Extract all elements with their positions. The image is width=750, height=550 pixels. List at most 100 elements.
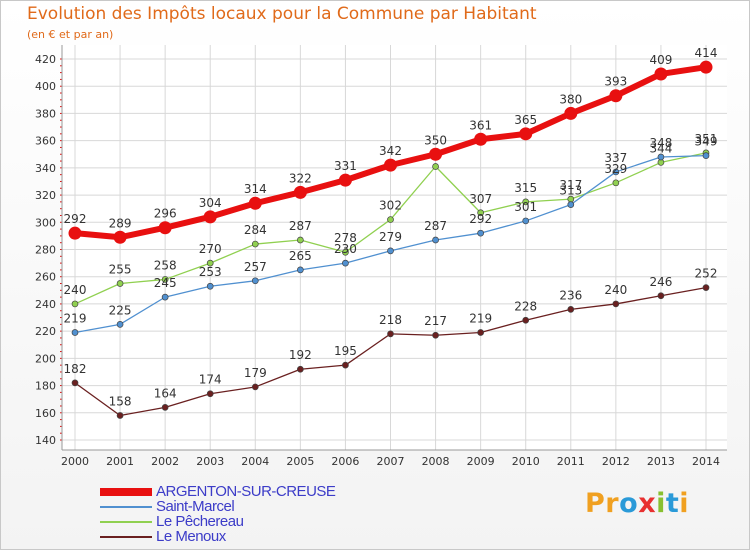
x-tick-label: 2007 [377, 455, 405, 468]
data-label: 182 [64, 362, 87, 376]
data-point [206, 390, 214, 398]
x-tick-label: 2009 [467, 455, 495, 468]
data-point [297, 236, 304, 244]
data-point [384, 158, 397, 172]
data-label: 265 [289, 249, 312, 263]
data-label: 225 [109, 303, 132, 317]
data-label: 270 [199, 242, 222, 256]
y-tick-label: 340 [35, 162, 56, 175]
logo-letter: i [679, 488, 690, 519]
legend-label: ARGENTON-SUR-CREUSE [156, 483, 336, 500]
data-label: 344 [649, 141, 672, 155]
legend-item: Le Menoux [100, 528, 335, 545]
legend-item: Le Pêchereau [100, 513, 335, 530]
x-tick-label: 2001 [106, 455, 134, 468]
x-tick-label: 2000 [61, 455, 89, 468]
x-tick-label: 2006 [331, 455, 359, 468]
data-label: 230 [334, 242, 357, 256]
data-label: 258 [154, 258, 177, 272]
logo-letter: r [605, 488, 620, 519]
data-label: 349 [695, 135, 718, 149]
data-point [206, 282, 214, 290]
y-tick-label: 300 [35, 216, 56, 229]
data-label: 287 [424, 219, 447, 233]
data-label: 337 [604, 151, 627, 165]
data-label: 228 [514, 299, 537, 313]
data-point [248, 196, 262, 210]
data-point [567, 201, 575, 208]
data-label: 331 [334, 159, 357, 173]
data-point [116, 412, 124, 419]
data-label: 301 [514, 200, 537, 214]
data-label: 252 [695, 267, 718, 281]
data-point [251, 277, 259, 285]
data-point [203, 210, 217, 224]
logo-letter: i [656, 488, 666, 519]
data-point [519, 127, 533, 141]
data-point [657, 153, 665, 161]
y-tick-label: 140 [35, 434, 56, 447]
y-tick-label: 220 [35, 325, 56, 338]
y-tick-label: 280 [35, 244, 56, 257]
data-label: 315 [514, 181, 537, 195]
data-label: 304 [199, 196, 222, 210]
data-point [342, 361, 349, 369]
data-point [161, 403, 169, 411]
data-point [432, 236, 439, 244]
y-tick-label: 400 [35, 80, 56, 93]
y-tick-label: 420 [35, 53, 56, 66]
y-tick-label: 240 [35, 298, 56, 311]
legend-item: Saint-Marcel [100, 498, 335, 515]
data-point [338, 173, 352, 187]
data-label: 219 [64, 312, 87, 326]
data-point [71, 379, 79, 387]
data-label: 158 [109, 395, 132, 409]
data-label: 179 [244, 366, 267, 380]
data-label: 380 [559, 92, 582, 106]
legend-swatch [100, 520, 152, 523]
data-label: 361 [469, 118, 492, 132]
legend-label: Saint-Marcel [156, 498, 235, 515]
data-point [429, 147, 443, 161]
data-point [293, 185, 307, 199]
data-point [297, 365, 304, 373]
y-tick-label: 380 [35, 107, 56, 120]
x-tick-label: 2014 [692, 455, 720, 468]
data-label: 195 [334, 344, 357, 358]
x-tick-label: 2011 [557, 455, 585, 468]
data-label: 409 [649, 53, 672, 67]
logo-letter: o [619, 488, 639, 519]
legend-swatch [100, 487, 152, 496]
data-point [71, 300, 79, 308]
data-point [654, 67, 668, 81]
data-point [657, 292, 665, 300]
data-point [297, 266, 304, 274]
data-point [612, 300, 620, 308]
data-point [567, 306, 575, 313]
y-tick-label: 200 [35, 352, 56, 365]
data-point [699, 60, 713, 74]
data-point [432, 331, 439, 339]
chart-title: Evolution des Impôts locaux pour la Comm… [27, 4, 537, 24]
data-point [251, 240, 259, 248]
data-point [158, 221, 172, 235]
legend-label: Le Menoux [156, 528, 226, 545]
x-tick-label: 2005 [286, 455, 314, 468]
data-label: 240 [64, 283, 87, 297]
data-label: 255 [109, 263, 132, 277]
data-label: 317 [559, 178, 582, 192]
data-label: 314 [244, 182, 267, 196]
data-point [477, 329, 484, 336]
data-point [564, 106, 578, 120]
x-tick-label: 2004 [241, 455, 269, 468]
data-point [387, 216, 394, 223]
data-label: 192 [289, 348, 312, 362]
data-point [522, 217, 530, 225]
data-label: 236 [559, 288, 582, 302]
data-label: 257 [244, 260, 267, 274]
data-label: 279 [379, 230, 402, 244]
data-label: 307 [469, 192, 492, 206]
data-label: 342 [379, 144, 402, 158]
data-label: 218 [379, 313, 402, 327]
